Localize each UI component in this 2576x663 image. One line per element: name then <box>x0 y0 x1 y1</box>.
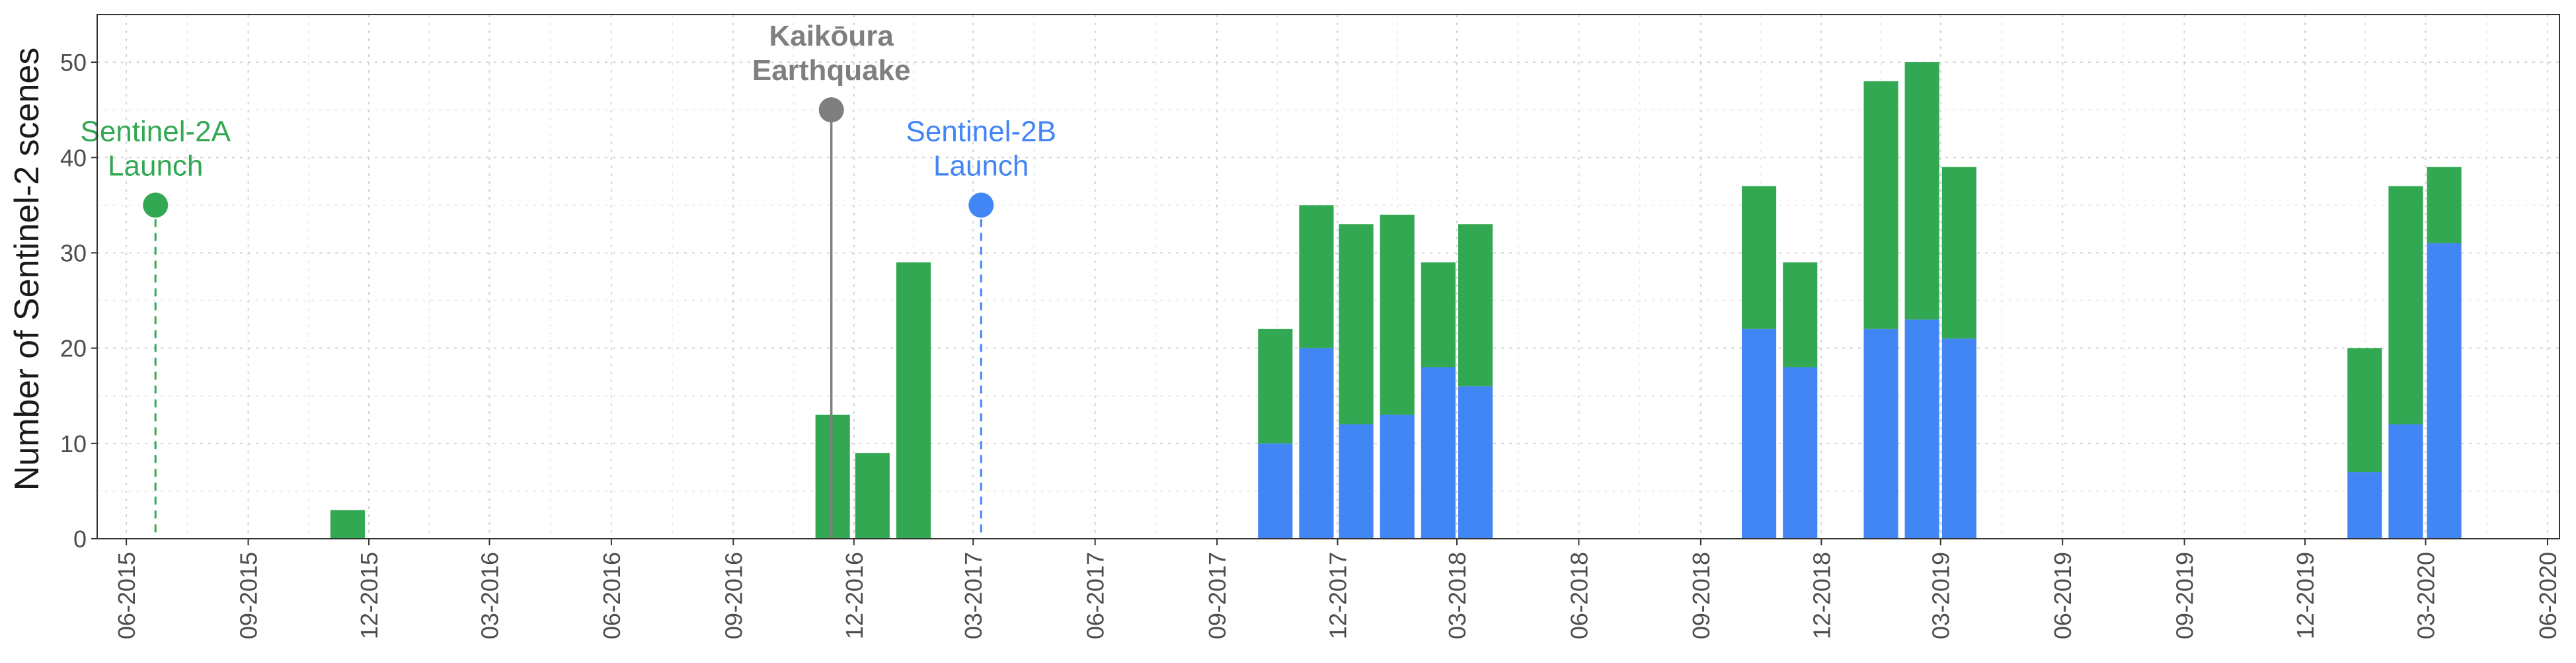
x-tick-label: 12-2018 <box>1808 552 1835 639</box>
bar-segment <box>1742 329 1777 539</box>
x-tick-label: 06-2015 <box>113 552 140 639</box>
bars <box>330 62 2462 539</box>
x-tick-label: 12-2017 <box>1325 552 1352 639</box>
bar-segment <box>330 510 365 539</box>
x-tick-label: 03-2019 <box>1928 552 1955 639</box>
bar-segment <box>1299 348 1334 539</box>
event-marker <box>143 192 169 218</box>
axes: 0 10 20 30 40 50 06-2015 09-2015 12-2015 03-2016 0… <box>60 49 2561 639</box>
bar-segment <box>1380 214 1415 415</box>
y-axis-title: Number of Sentinel-2 scenes <box>8 48 46 491</box>
bar-segment <box>1339 424 1374 539</box>
y-tick-label: 20 <box>60 335 87 362</box>
bar-segment <box>1380 414 1415 539</box>
x-tick-label: 06-2016 <box>598 552 625 639</box>
bar-segment <box>1458 386 1493 539</box>
bar-segment <box>2347 472 2382 539</box>
event-label: Earthquake <box>752 54 911 87</box>
bar-segment <box>2388 186 2423 424</box>
bar-segment <box>1783 262 1818 368</box>
event-marker <box>818 97 844 123</box>
x-tick-label: 06-2017 <box>1082 552 1109 639</box>
event-label: Kaikōura <box>769 20 894 52</box>
event-label: Launch <box>108 149 203 182</box>
x-tick-label: 06-2019 <box>2049 552 2076 639</box>
event-label: Sentinel-2B <box>906 115 1056 147</box>
event-label: Sentinel-2A <box>80 115 231 147</box>
bar-segment <box>1258 329 1293 444</box>
x-tick-label: 12-2016 <box>841 552 868 639</box>
x-tick-label: 06-2020 <box>2534 552 2561 639</box>
x-tick-label: 03-2020 <box>2413 552 2440 639</box>
bar-segment <box>1458 224 1493 387</box>
x-tick-label: 03-2018 <box>1444 552 1471 639</box>
bar-segment <box>1258 443 1293 539</box>
bar-segment <box>1421 367 1456 539</box>
bar-segment <box>2427 243 2462 539</box>
event-marker <box>968 192 994 218</box>
x-tick-label: 06-2018 <box>1565 552 1592 639</box>
bar-segment <box>896 262 931 539</box>
x-tick-label: 12-2015 <box>356 552 383 639</box>
bar-segment <box>1904 62 1939 320</box>
bar-segment <box>1783 367 1818 539</box>
bar-segment <box>1339 224 1374 424</box>
bar-segment <box>1299 205 1334 348</box>
bar-segment <box>855 453 890 539</box>
x-tick-label: 03-2016 <box>476 552 503 639</box>
bar-segment <box>1941 167 1976 339</box>
event-label: Launch <box>933 149 1029 182</box>
y-tick-label: 40 <box>60 144 87 171</box>
annotations: Sentinel-2ALaunchKaikōuraEarthquakeSenti… <box>80 20 1056 539</box>
y-tick-label: 50 <box>60 49 87 76</box>
bar-segment <box>1421 262 1456 368</box>
bar-segment <box>1863 81 1898 329</box>
y-tick-label: 10 <box>60 430 87 457</box>
y-tick-label: 30 <box>60 239 87 266</box>
x-tick-label: 03-2017 <box>960 552 987 639</box>
x-tick-label: 09-2016 <box>720 552 747 639</box>
bar-segment <box>1863 329 1898 539</box>
bar-segment <box>1742 186 1777 329</box>
x-tick-label: 09-2017 <box>1204 552 1231 639</box>
x-tick-label: 12-2019 <box>2292 552 2319 639</box>
bar-segment <box>2388 424 2423 539</box>
x-tick-label: 09-2015 <box>235 552 262 639</box>
plot-panel-border <box>97 14 2560 539</box>
bar-segment <box>815 414 850 539</box>
x-tick-label: 09-2019 <box>2171 552 2199 639</box>
y-tick-label: 0 <box>73 526 87 553</box>
bar-segment <box>2347 348 2382 473</box>
bar-segment <box>1904 319 1939 539</box>
x-tick-label: 09-2018 <box>1688 552 1715 639</box>
bar-segment <box>2427 167 2462 244</box>
bar-segment <box>1941 338 1976 539</box>
